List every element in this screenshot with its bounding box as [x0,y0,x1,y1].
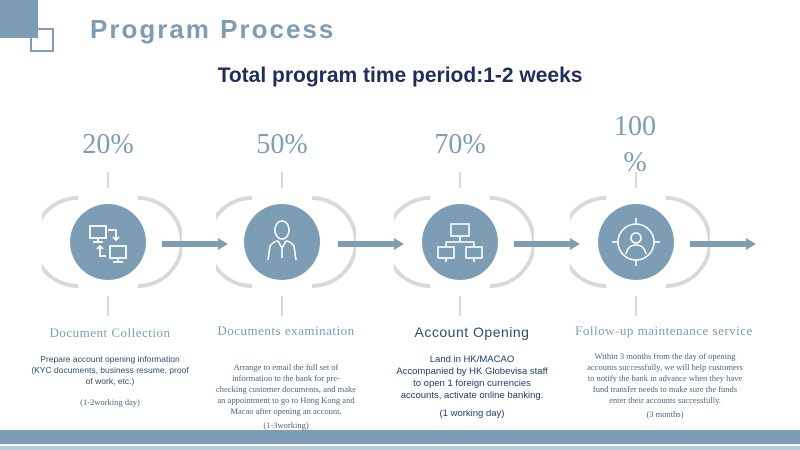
step-2-desc-line: Arrange to email the full set of [233,362,339,372]
stage-4 [570,168,710,338]
step-4-desc-line: accounts successfully, we will help cust… [587,362,743,372]
stage-3 [394,168,534,338]
percent-step-3: 70% [434,129,486,160]
stage-4-ring [570,172,710,316]
step-4-desc-line: enter their accounts successfully. [609,395,721,405]
page-title: Program Process [90,14,336,44]
person-icon [267,220,297,261]
step-4-description: Within 3 months from the day of opening … [560,351,770,406]
step-3-desc-line: Land in HK/MACAO [429,354,515,365]
footer-bar [0,430,800,444]
step-3-duration: (1 working day) [439,408,505,419]
step-2-desc-line: Macao after opening an account. [230,406,342,416]
subtitle: Total program time period:1-2 weeks [217,64,583,87]
step-3-desc-line: Accompanied by HK Globevisa staff [396,366,548,377]
document-transfer-icon [89,225,127,263]
step-1-description: Prepare account opening information (KYC… [20,354,200,387]
step-1-title: Document Collection [49,325,171,340]
stage-1-ring [42,172,182,316]
step-2-title: Documents examination [217,323,355,338]
stage-2-ring [216,172,356,316]
step-2-duration: (1-3working) [263,420,309,430]
arrow-2 [338,238,404,250]
step-4-desc-line: Within 3 months from the day of opening [594,351,736,361]
step-3-description: Land in HK/MACAO Accompanied by HK Globe… [372,354,572,402]
step-2-description: Arrange to email the full set of informa… [196,362,376,417]
network-computers-icon [437,223,483,262]
step-2-desc-line: an appointment to go to Hong Kong and [217,395,355,405]
step-4-desc-line: to notify the bank in advance when they … [587,373,743,383]
step-4-title: Follow-up maintenance service [575,323,753,338]
step-4-duration: (3 months) [646,409,684,419]
step-3-desc-line: accounts, activate online banking. [400,390,544,401]
stage-1 [42,168,182,338]
step-1-desc-line: (KYC documents, business resume, proof [31,365,189,375]
step-1-desc-line: Prepare account opening information [40,354,180,364]
step-1-duration: (1-2working day) [80,397,140,407]
step-3-title: Account Opening [414,324,530,340]
step-2-desc-line: checking customer documents, and make [216,384,356,394]
percent-step-2: 50% [256,129,308,160]
percent-step-4-symbol: % [623,147,647,178]
decor-square-outline [30,28,54,52]
percent-step-4-number: 100 [614,111,656,142]
step-4-desc-line: fund transfer needs to make sure the fun… [592,384,738,394]
stage-2 [216,168,356,338]
step-1-desc-line: of work, etc.) [85,376,135,386]
footer-line [0,446,800,450]
step-2-desc-line: information to the bank for pre- [232,373,340,383]
percent-step-1: 20% [82,129,134,160]
arrow-3 [514,238,580,250]
arrow-1 [162,238,228,250]
arrow-4 [690,238,756,250]
user-target-icon [612,218,660,266]
step-3-desc-line: to open 1 foreign currencies [413,378,531,389]
